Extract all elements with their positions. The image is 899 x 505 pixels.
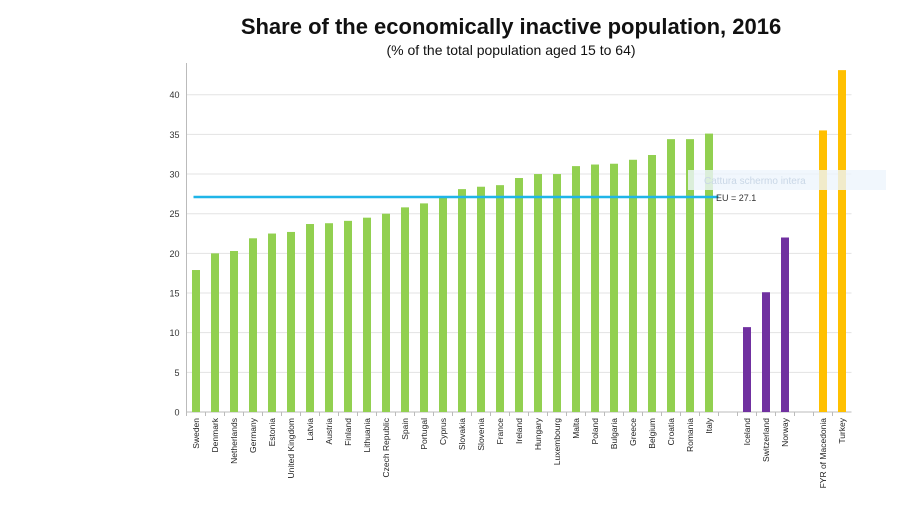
x-tick-label: Latvia	[305, 418, 315, 441]
x-tick-label: Hungary	[533, 417, 543, 450]
bar-luxembourg	[553, 174, 561, 412]
bar-germany	[249, 238, 257, 412]
x-tick-label: Croatia	[666, 418, 676, 446]
x-tick-label: Cyprus	[438, 418, 448, 445]
x-tick-label: France	[495, 418, 505, 445]
x-tick-label: Ireland	[514, 418, 524, 444]
bar-belgium	[648, 155, 656, 412]
bar-romania	[686, 139, 694, 413]
y-tick-label: 30	[169, 170, 179, 180]
bar-iceland	[743, 327, 751, 412]
bar-slovakia	[458, 189, 466, 412]
bar-united-kingdom	[287, 231, 295, 412]
bar-latvia	[306, 224, 314, 412]
overlay-box	[688, 170, 886, 190]
x-tick-label: Austria	[324, 418, 334, 445]
y-tick-label: 40	[169, 90, 179, 100]
x-tick-label: Belgium	[647, 418, 657, 449]
x-tick-label: United Kingdom	[286, 418, 296, 478]
x-tick-label: Spain	[400, 418, 410, 440]
bar-switzerland	[762, 292, 770, 412]
bar-netherlands	[230, 250, 238, 412]
bar-spain	[401, 207, 409, 412]
x-tick-label: Denmark	[210, 417, 220, 452]
bar-bulgaria	[610, 163, 618, 412]
bar-slovenia	[477, 186, 485, 412]
x-tick-label: Romania	[685, 418, 695, 452]
x-tick-label: Bulgaria	[609, 418, 619, 449]
x-tick-label: Norway	[780, 417, 790, 447]
x-tick-label: Slovenia	[476, 418, 486, 451]
x-tick-label: Turkey	[837, 417, 847, 443]
x-tick-label: Luxembourg	[552, 418, 562, 466]
y-tick-label: 20	[169, 249, 179, 259]
bar-france	[496, 185, 504, 412]
chart-title: Share of the economically inactive popul…	[240, 14, 782, 39]
x-tick-label: Czech Republic	[381, 417, 391, 477]
eu-average-label: EU = 27.1	[716, 193, 756, 203]
x-tick-label: FYR of Macedonia	[818, 418, 828, 489]
x-tick-label: Portugal	[419, 418, 429, 450]
bar-austria	[325, 223, 333, 412]
bar-malta	[572, 166, 580, 412]
y-tick-label: 5	[174, 368, 179, 378]
bar-portugal	[420, 203, 428, 412]
bar-cyprus	[439, 197, 447, 412]
bar-estonia	[268, 233, 276, 412]
x-tick-label: Finland	[343, 418, 353, 446]
bar-italy	[705, 133, 713, 412]
bar-finland	[344, 220, 352, 412]
bar-croatia	[667, 139, 675, 413]
x-tick-label: Greece	[628, 418, 638, 446]
x-tick-label: Switzerland	[761, 418, 771, 462]
x-tick-label: Lithuania	[362, 418, 372, 453]
y-tick-label: 25	[169, 209, 179, 219]
bar-czech-republic	[382, 213, 390, 412]
bar-fyr-of-macedonia	[819, 130, 827, 412]
x-tick-label: Iceland	[742, 418, 752, 446]
x-tick-label: Netherlands	[229, 418, 239, 464]
chart-subtitle: (% of the total population aged 15 to 64…	[386, 42, 636, 58]
bar-lithuania	[363, 217, 371, 412]
bar-denmark	[211, 253, 219, 412]
overlay-text: Cattura schermo intera	[704, 176, 806, 187]
x-tick-label: Poland	[590, 418, 600, 445]
bar-greece	[629, 159, 637, 412]
x-tick-label: Sweden	[191, 418, 201, 449]
bar-hungary	[534, 174, 542, 412]
bar-sweden	[192, 270, 200, 412]
x-tick-label: Estonia	[267, 418, 277, 447]
bar-ireland	[515, 178, 523, 412]
bar-poland	[591, 164, 599, 412]
bar-norway	[781, 237, 789, 412]
y-tick-label: 35	[169, 130, 179, 140]
x-tick-label: Italy	[704, 417, 714, 433]
x-tick-label: Slovakia	[457, 418, 467, 450]
y-tick-label: 15	[169, 289, 179, 299]
x-tick-label: Germany	[248, 417, 258, 453]
x-tick-label: Malta	[571, 418, 581, 439]
y-tick-label: 0	[174, 408, 179, 418]
y-tick-label: 10	[169, 328, 179, 338]
bar-turkey	[838, 70, 846, 412]
